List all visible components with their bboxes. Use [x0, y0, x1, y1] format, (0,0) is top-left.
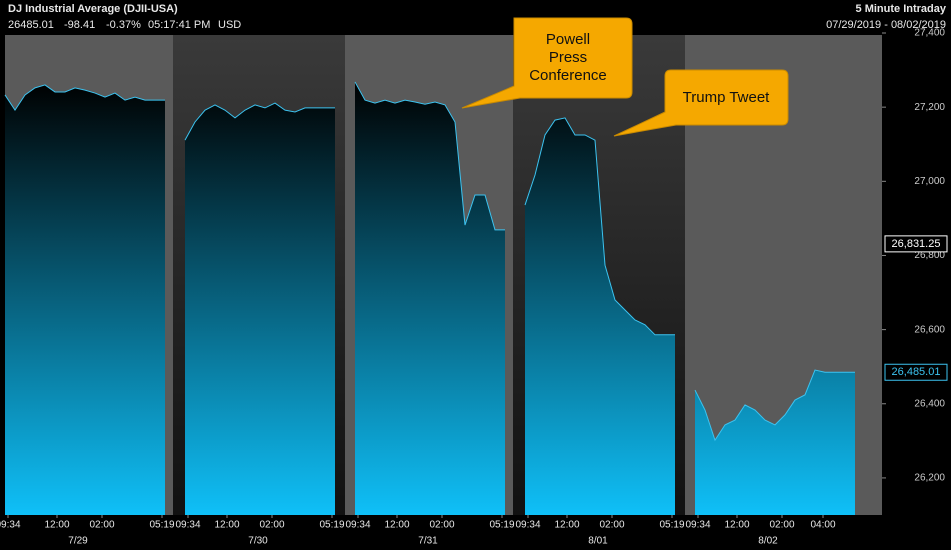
x-tick-label: 05:19 [319, 520, 344, 531]
date-label: 7/29 [68, 536, 88, 547]
price-marker-label: 26,831.25 [892, 238, 941, 250]
x-tick-label: 02:00 [429, 520, 454, 531]
y-tick-label: 27,400 [914, 28, 945, 39]
x-tick-label: 12:00 [554, 520, 579, 531]
x-tick-label: 05:19 [489, 520, 514, 531]
y-tick-label: 26,600 [914, 324, 945, 335]
y-tick-label: 27,000 [914, 176, 945, 187]
x-tick-label: 12:00 [44, 520, 69, 531]
x-tick-label: 12:00 [724, 520, 749, 531]
x-tick-label: 02:00 [599, 520, 624, 531]
price-marker-label: 26,485.01 [892, 366, 941, 378]
date-range: 07/29/2019 - 08/02/2019 [826, 19, 946, 31]
price-marker [884, 235, 948, 253]
x-tick-label: 09:34 [0, 520, 21, 531]
date-label: 8/02 [758, 536, 778, 547]
title: DJ Industrial Average (DJII-USA) [8, 3, 178, 15]
x-tick-label: 05:19 [659, 520, 684, 531]
x-tick-label: 04:00 [810, 520, 835, 531]
y-tick-label: 26,400 [914, 398, 945, 409]
price-marker [884, 363, 948, 381]
last: 26485.01 [8, 19, 54, 31]
x-tick-label: 02:00 [769, 520, 794, 531]
area [5, 81, 855, 516]
date-label: 8/01 [588, 536, 608, 547]
x-tick-label: 09:34 [685, 520, 710, 531]
annotation: Trump Tweet [683, 89, 771, 106]
y-tick-label: 26,800 [914, 250, 945, 261]
date-label: 7/31 [418, 536, 438, 547]
x-tick-label: 09:34 [175, 520, 200, 531]
change: -98.41 [64, 19, 95, 31]
x-tick-label: 09:34 [515, 520, 540, 531]
callout [461, 17, 633, 109]
date-label: 7/30 [248, 536, 268, 547]
time: 05:17:41 PM [148, 19, 210, 31]
x-tick-label: 09:34 [345, 520, 370, 531]
currency: USD [218, 19, 241, 31]
annotation: Powell Press Conference [529, 31, 607, 84]
x-tick-label: 02:00 [259, 520, 284, 531]
line [4, 81, 856, 442]
callout [613, 69, 789, 137]
y-tick-label: 26,200 [914, 473, 945, 484]
interval: 5 Minute Intraday [856, 3, 947, 15]
x-tick-label: 05:19 [149, 520, 174, 531]
change-pct: -0.37% [106, 19, 141, 31]
x-tick-label: 12:00 [384, 520, 409, 531]
y-tick-label: 27,200 [914, 102, 945, 113]
x-tick-label: 12:00 [214, 520, 239, 531]
x-tick-label: 02:00 [89, 520, 114, 531]
